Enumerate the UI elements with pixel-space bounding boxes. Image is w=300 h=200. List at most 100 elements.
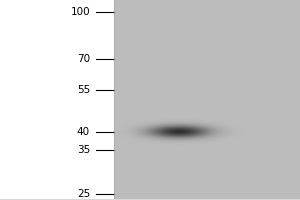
FancyBboxPatch shape [114, 121, 300, 123]
FancyBboxPatch shape [114, 195, 300, 197]
FancyBboxPatch shape [114, 177, 300, 179]
FancyBboxPatch shape [114, 18, 300, 20]
FancyBboxPatch shape [114, 61, 300, 64]
FancyBboxPatch shape [114, 129, 300, 131]
FancyBboxPatch shape [114, 103, 300, 106]
FancyBboxPatch shape [114, 8, 300, 10]
FancyBboxPatch shape [114, 137, 300, 139]
FancyBboxPatch shape [114, 197, 300, 199]
FancyBboxPatch shape [114, 16, 300, 18]
FancyBboxPatch shape [114, 133, 300, 135]
FancyBboxPatch shape [114, 22, 300, 24]
FancyBboxPatch shape [114, 139, 300, 141]
FancyBboxPatch shape [114, 117, 300, 120]
FancyBboxPatch shape [114, 87, 300, 90]
FancyBboxPatch shape [114, 125, 300, 127]
Text: 35: 35 [77, 145, 90, 155]
FancyBboxPatch shape [114, 191, 300, 193]
FancyBboxPatch shape [114, 143, 300, 145]
FancyBboxPatch shape [114, 20, 300, 22]
FancyBboxPatch shape [114, 189, 300, 191]
FancyBboxPatch shape [114, 31, 300, 34]
Text: 70: 70 [77, 54, 90, 64]
FancyBboxPatch shape [114, 83, 300, 86]
FancyBboxPatch shape [114, 107, 300, 110]
FancyBboxPatch shape [114, 73, 300, 76]
FancyBboxPatch shape [114, 135, 300, 137]
FancyBboxPatch shape [114, 127, 300, 129]
FancyBboxPatch shape [114, 77, 300, 80]
FancyBboxPatch shape [114, 37, 300, 40]
FancyBboxPatch shape [114, 97, 300, 100]
FancyBboxPatch shape [114, 105, 300, 108]
FancyBboxPatch shape [114, 159, 300, 161]
FancyBboxPatch shape [114, 161, 300, 163]
FancyBboxPatch shape [114, 24, 300, 26]
FancyBboxPatch shape [114, 113, 300, 116]
FancyBboxPatch shape [114, 193, 300, 195]
Text: 55: 55 [77, 85, 90, 95]
FancyBboxPatch shape [114, 165, 300, 167]
FancyBboxPatch shape [114, 173, 300, 175]
FancyBboxPatch shape [114, 35, 300, 38]
FancyBboxPatch shape [114, 141, 300, 143]
FancyBboxPatch shape [114, 53, 300, 56]
FancyBboxPatch shape [114, 93, 300, 96]
FancyBboxPatch shape [114, 33, 300, 36]
FancyBboxPatch shape [114, 157, 300, 159]
FancyBboxPatch shape [114, 39, 300, 42]
FancyBboxPatch shape [114, 187, 300, 189]
FancyBboxPatch shape [114, 57, 300, 60]
FancyBboxPatch shape [114, 10, 300, 12]
FancyBboxPatch shape [114, 151, 300, 153]
FancyBboxPatch shape [114, 63, 300, 66]
FancyBboxPatch shape [114, 14, 300, 16]
FancyBboxPatch shape [114, 171, 300, 173]
FancyBboxPatch shape [114, 47, 300, 50]
FancyBboxPatch shape [114, 111, 300, 114]
FancyBboxPatch shape [114, 49, 300, 52]
FancyBboxPatch shape [114, 12, 300, 14]
FancyBboxPatch shape [114, 185, 300, 187]
FancyBboxPatch shape [114, 91, 300, 94]
FancyBboxPatch shape [114, 95, 300, 98]
FancyBboxPatch shape [114, 99, 300, 102]
FancyBboxPatch shape [114, 147, 300, 149]
FancyBboxPatch shape [114, 69, 300, 72]
FancyBboxPatch shape [114, 41, 300, 44]
FancyBboxPatch shape [114, 163, 300, 165]
FancyBboxPatch shape [114, 179, 300, 181]
FancyBboxPatch shape [114, 27, 300, 30]
FancyBboxPatch shape [0, 0, 114, 199]
FancyBboxPatch shape [114, 75, 300, 78]
FancyBboxPatch shape [114, 119, 300, 122]
FancyBboxPatch shape [114, 167, 300, 169]
FancyBboxPatch shape [114, 67, 300, 70]
Text: 40: 40 [77, 127, 90, 137]
FancyBboxPatch shape [114, 0, 300, 2]
FancyBboxPatch shape [114, 71, 300, 74]
FancyBboxPatch shape [114, 153, 300, 155]
FancyBboxPatch shape [114, 169, 300, 171]
FancyBboxPatch shape [114, 115, 300, 118]
Text: 100: 100 [70, 7, 90, 17]
FancyBboxPatch shape [114, 101, 300, 104]
FancyBboxPatch shape [114, 149, 300, 151]
FancyBboxPatch shape [114, 131, 300, 133]
FancyBboxPatch shape [114, 109, 300, 112]
Text: 25: 25 [77, 189, 90, 199]
FancyBboxPatch shape [114, 79, 300, 82]
FancyBboxPatch shape [114, 59, 300, 62]
FancyBboxPatch shape [114, 145, 300, 147]
FancyBboxPatch shape [114, 55, 300, 58]
FancyBboxPatch shape [114, 51, 300, 54]
FancyBboxPatch shape [114, 4, 300, 6]
FancyBboxPatch shape [114, 183, 300, 185]
FancyBboxPatch shape [114, 25, 300, 28]
FancyBboxPatch shape [114, 6, 300, 8]
FancyBboxPatch shape [114, 43, 300, 46]
FancyBboxPatch shape [114, 29, 300, 32]
FancyBboxPatch shape [114, 89, 300, 92]
FancyBboxPatch shape [114, 155, 300, 157]
FancyBboxPatch shape [114, 85, 300, 88]
